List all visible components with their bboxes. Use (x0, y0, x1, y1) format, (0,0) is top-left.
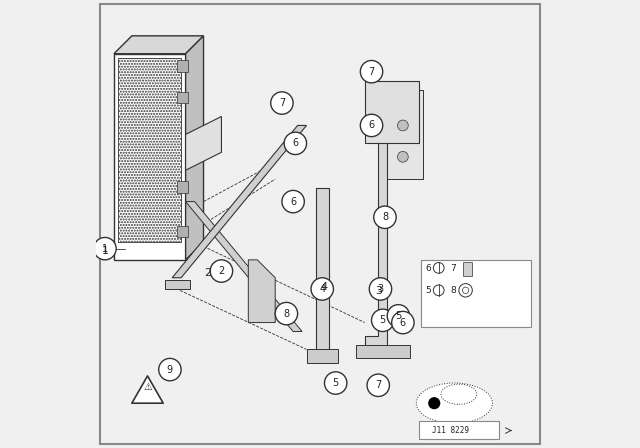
Text: 7: 7 (375, 380, 381, 390)
Polygon shape (165, 280, 190, 289)
Text: 2: 2 (204, 268, 212, 278)
Polygon shape (132, 376, 163, 403)
Bar (177, 92, 188, 103)
Circle shape (463, 287, 468, 293)
Polygon shape (365, 81, 419, 143)
Text: 8: 8 (382, 212, 388, 222)
Circle shape (282, 190, 305, 213)
Circle shape (433, 285, 444, 296)
Text: ⚠: ⚠ (143, 382, 152, 392)
Text: 6: 6 (292, 138, 298, 148)
Ellipse shape (441, 384, 477, 404)
FancyBboxPatch shape (421, 260, 531, 327)
Text: 2: 2 (218, 266, 225, 276)
Circle shape (284, 132, 307, 155)
Circle shape (94, 237, 116, 260)
Polygon shape (356, 345, 410, 358)
Text: 5: 5 (396, 311, 401, 321)
Bar (177, 60, 188, 72)
Circle shape (429, 398, 440, 409)
Text: 6: 6 (290, 197, 296, 207)
Circle shape (311, 278, 333, 300)
Text: 5: 5 (333, 378, 339, 388)
Text: 8: 8 (450, 286, 456, 295)
Circle shape (387, 305, 410, 327)
Text: 1: 1 (102, 244, 108, 254)
Text: 5: 5 (380, 315, 386, 325)
Circle shape (369, 278, 392, 300)
Circle shape (159, 358, 181, 381)
Polygon shape (316, 188, 329, 354)
Circle shape (397, 151, 408, 162)
Circle shape (433, 263, 444, 273)
Circle shape (211, 260, 233, 282)
Circle shape (367, 374, 390, 396)
Text: 7: 7 (369, 67, 374, 77)
Circle shape (459, 284, 472, 297)
Text: 5: 5 (425, 286, 431, 295)
Polygon shape (118, 58, 181, 242)
Text: 7: 7 (279, 98, 285, 108)
Text: 1: 1 (102, 246, 108, 256)
Text: 6: 6 (425, 264, 431, 273)
Text: 3: 3 (375, 286, 381, 296)
Circle shape (324, 372, 347, 394)
Text: 6: 6 (400, 318, 406, 327)
Circle shape (275, 302, 298, 325)
FancyBboxPatch shape (419, 421, 499, 439)
Polygon shape (186, 202, 302, 332)
Polygon shape (307, 349, 338, 363)
Text: 8: 8 (284, 309, 289, 319)
Text: 6: 6 (369, 121, 374, 130)
Circle shape (360, 60, 383, 83)
Text: 4: 4 (321, 282, 328, 292)
Polygon shape (186, 36, 204, 260)
Text: 4: 4 (319, 284, 325, 294)
Polygon shape (365, 134, 387, 349)
Polygon shape (383, 90, 423, 179)
Circle shape (271, 92, 293, 114)
Circle shape (392, 311, 414, 334)
Bar (177, 181, 188, 193)
Text: J11 8229: J11 8229 (432, 426, 469, 435)
Polygon shape (114, 54, 186, 260)
Circle shape (374, 206, 396, 228)
Circle shape (372, 309, 394, 332)
Polygon shape (463, 262, 472, 276)
Polygon shape (248, 260, 275, 323)
Text: 3: 3 (378, 284, 383, 294)
Polygon shape (114, 36, 204, 54)
Text: 7: 7 (450, 264, 456, 273)
Polygon shape (186, 116, 221, 170)
Text: 9: 9 (167, 365, 173, 375)
Bar (177, 226, 188, 237)
FancyBboxPatch shape (100, 4, 540, 444)
Circle shape (397, 120, 408, 131)
Circle shape (360, 114, 383, 137)
Polygon shape (172, 125, 307, 278)
Ellipse shape (417, 383, 493, 423)
